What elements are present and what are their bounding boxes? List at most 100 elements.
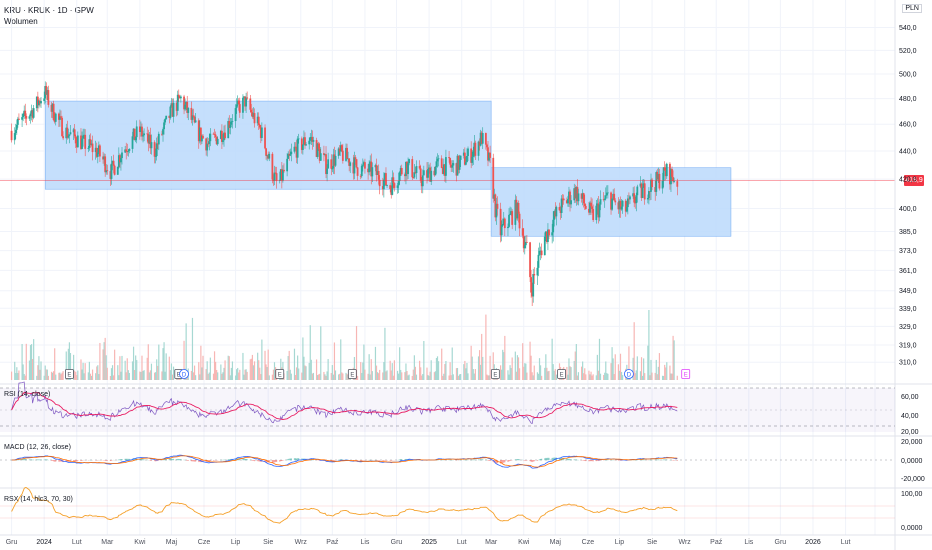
volume-bar xyxy=(671,373,673,380)
candle-body xyxy=(514,199,517,225)
macd-hist-bar xyxy=(195,460,197,462)
macd-hist-bar xyxy=(509,460,511,461)
candle-body xyxy=(177,94,180,97)
volume-bar xyxy=(89,373,92,380)
macd-hist-bar xyxy=(142,459,144,461)
volume-bar xyxy=(265,364,267,380)
volume-bar xyxy=(24,375,26,380)
candle-body xyxy=(404,174,406,177)
volume-bar xyxy=(252,365,255,380)
candle-body xyxy=(508,214,510,227)
macd-hist-bar xyxy=(574,459,576,461)
candle-body xyxy=(492,157,495,199)
macd-hist-bar xyxy=(37,459,39,461)
candle-body xyxy=(407,163,409,175)
volume-bar xyxy=(102,349,104,380)
candle-body xyxy=(29,113,32,117)
macd-hist-bar xyxy=(179,459,181,461)
macd-hist-bar xyxy=(331,460,333,462)
macd-hist-bar xyxy=(198,460,200,463)
volume-bar xyxy=(43,375,45,380)
volume-bar xyxy=(445,360,447,380)
volume-bar xyxy=(231,361,234,380)
macd-hist-bar xyxy=(40,459,42,461)
volume-bar xyxy=(421,375,423,380)
candle-body xyxy=(315,140,318,157)
volume-bar xyxy=(504,335,506,380)
macd-hist-bar xyxy=(360,460,362,461)
candle-body xyxy=(547,229,549,242)
volume-bar xyxy=(146,357,148,380)
candle-body xyxy=(620,206,623,210)
volume-bar xyxy=(570,367,572,380)
candle-body xyxy=(73,129,76,137)
macd-hist-bar xyxy=(663,459,665,461)
macd-hist-bar xyxy=(547,457,549,461)
price-tick-label: 373,0 xyxy=(899,248,917,255)
macd-hist-bar xyxy=(23,458,25,461)
candle-body xyxy=(134,137,137,141)
candle-body xyxy=(293,146,296,152)
candle-body xyxy=(355,159,358,168)
macd-hist-bar xyxy=(25,459,27,461)
macd-hist-bar xyxy=(361,460,363,461)
candle-body xyxy=(463,152,466,165)
candle-body xyxy=(66,127,69,138)
currency-badge[interactable]: PLN xyxy=(902,4,922,13)
volume-bar xyxy=(125,372,127,380)
candle-body xyxy=(290,151,293,155)
event-marker-label: E xyxy=(684,373,688,379)
candle-body xyxy=(650,179,652,192)
candle-body xyxy=(47,90,50,105)
candle-body xyxy=(52,103,55,120)
candle-body xyxy=(273,172,276,181)
candle-body xyxy=(662,167,665,181)
macd-hist-bar xyxy=(150,460,153,461)
symbol-title[interactable]: KRU · KRUK · 1D · GPW xyxy=(4,6,94,15)
candle-body xyxy=(172,102,175,117)
macd-hist-bar xyxy=(606,459,608,461)
time-axis-label: Paź xyxy=(326,539,339,546)
macd-hist-bar xyxy=(65,460,67,462)
macd-hist-bar xyxy=(515,459,517,461)
macd-hist-bar xyxy=(341,459,343,461)
volume-bar xyxy=(369,374,371,380)
candle-body xyxy=(126,151,129,153)
volume-bar xyxy=(405,363,407,380)
time-axis-label: Lis xyxy=(360,539,369,546)
candle-body xyxy=(479,132,482,146)
volume-bar xyxy=(36,375,38,380)
candle-body xyxy=(201,135,203,142)
candle-body xyxy=(382,179,385,190)
volume-bar xyxy=(610,363,612,380)
macd-hist-bar xyxy=(568,458,570,461)
candle-body xyxy=(408,159,411,164)
candle-body xyxy=(205,138,208,151)
macd-hist-bar xyxy=(253,460,256,462)
macd-hist-bar xyxy=(54,460,56,462)
volume-bar xyxy=(524,363,526,380)
volume-bar xyxy=(244,369,246,380)
candle-body xyxy=(258,124,261,128)
volume-bar xyxy=(23,374,25,380)
candle-body xyxy=(415,166,418,174)
volume-bar xyxy=(168,356,170,380)
candle-body xyxy=(452,163,455,166)
candle-body xyxy=(10,130,13,141)
volume-bar xyxy=(546,367,548,380)
candle-body xyxy=(94,147,97,153)
macd-hist-bar xyxy=(480,459,482,461)
candle-body xyxy=(496,203,499,209)
candle-body xyxy=(598,204,601,218)
macd-hist-bar xyxy=(229,459,231,461)
candle-body xyxy=(317,143,320,149)
time-axis-label: Lut xyxy=(72,539,82,546)
candle-body xyxy=(223,132,225,141)
macd-hist-bar xyxy=(110,460,113,461)
macd-hist-bar xyxy=(187,460,189,461)
candle-body xyxy=(619,200,622,210)
candle-body xyxy=(364,162,366,169)
candle-body xyxy=(207,143,210,145)
volume-bar xyxy=(422,374,424,380)
